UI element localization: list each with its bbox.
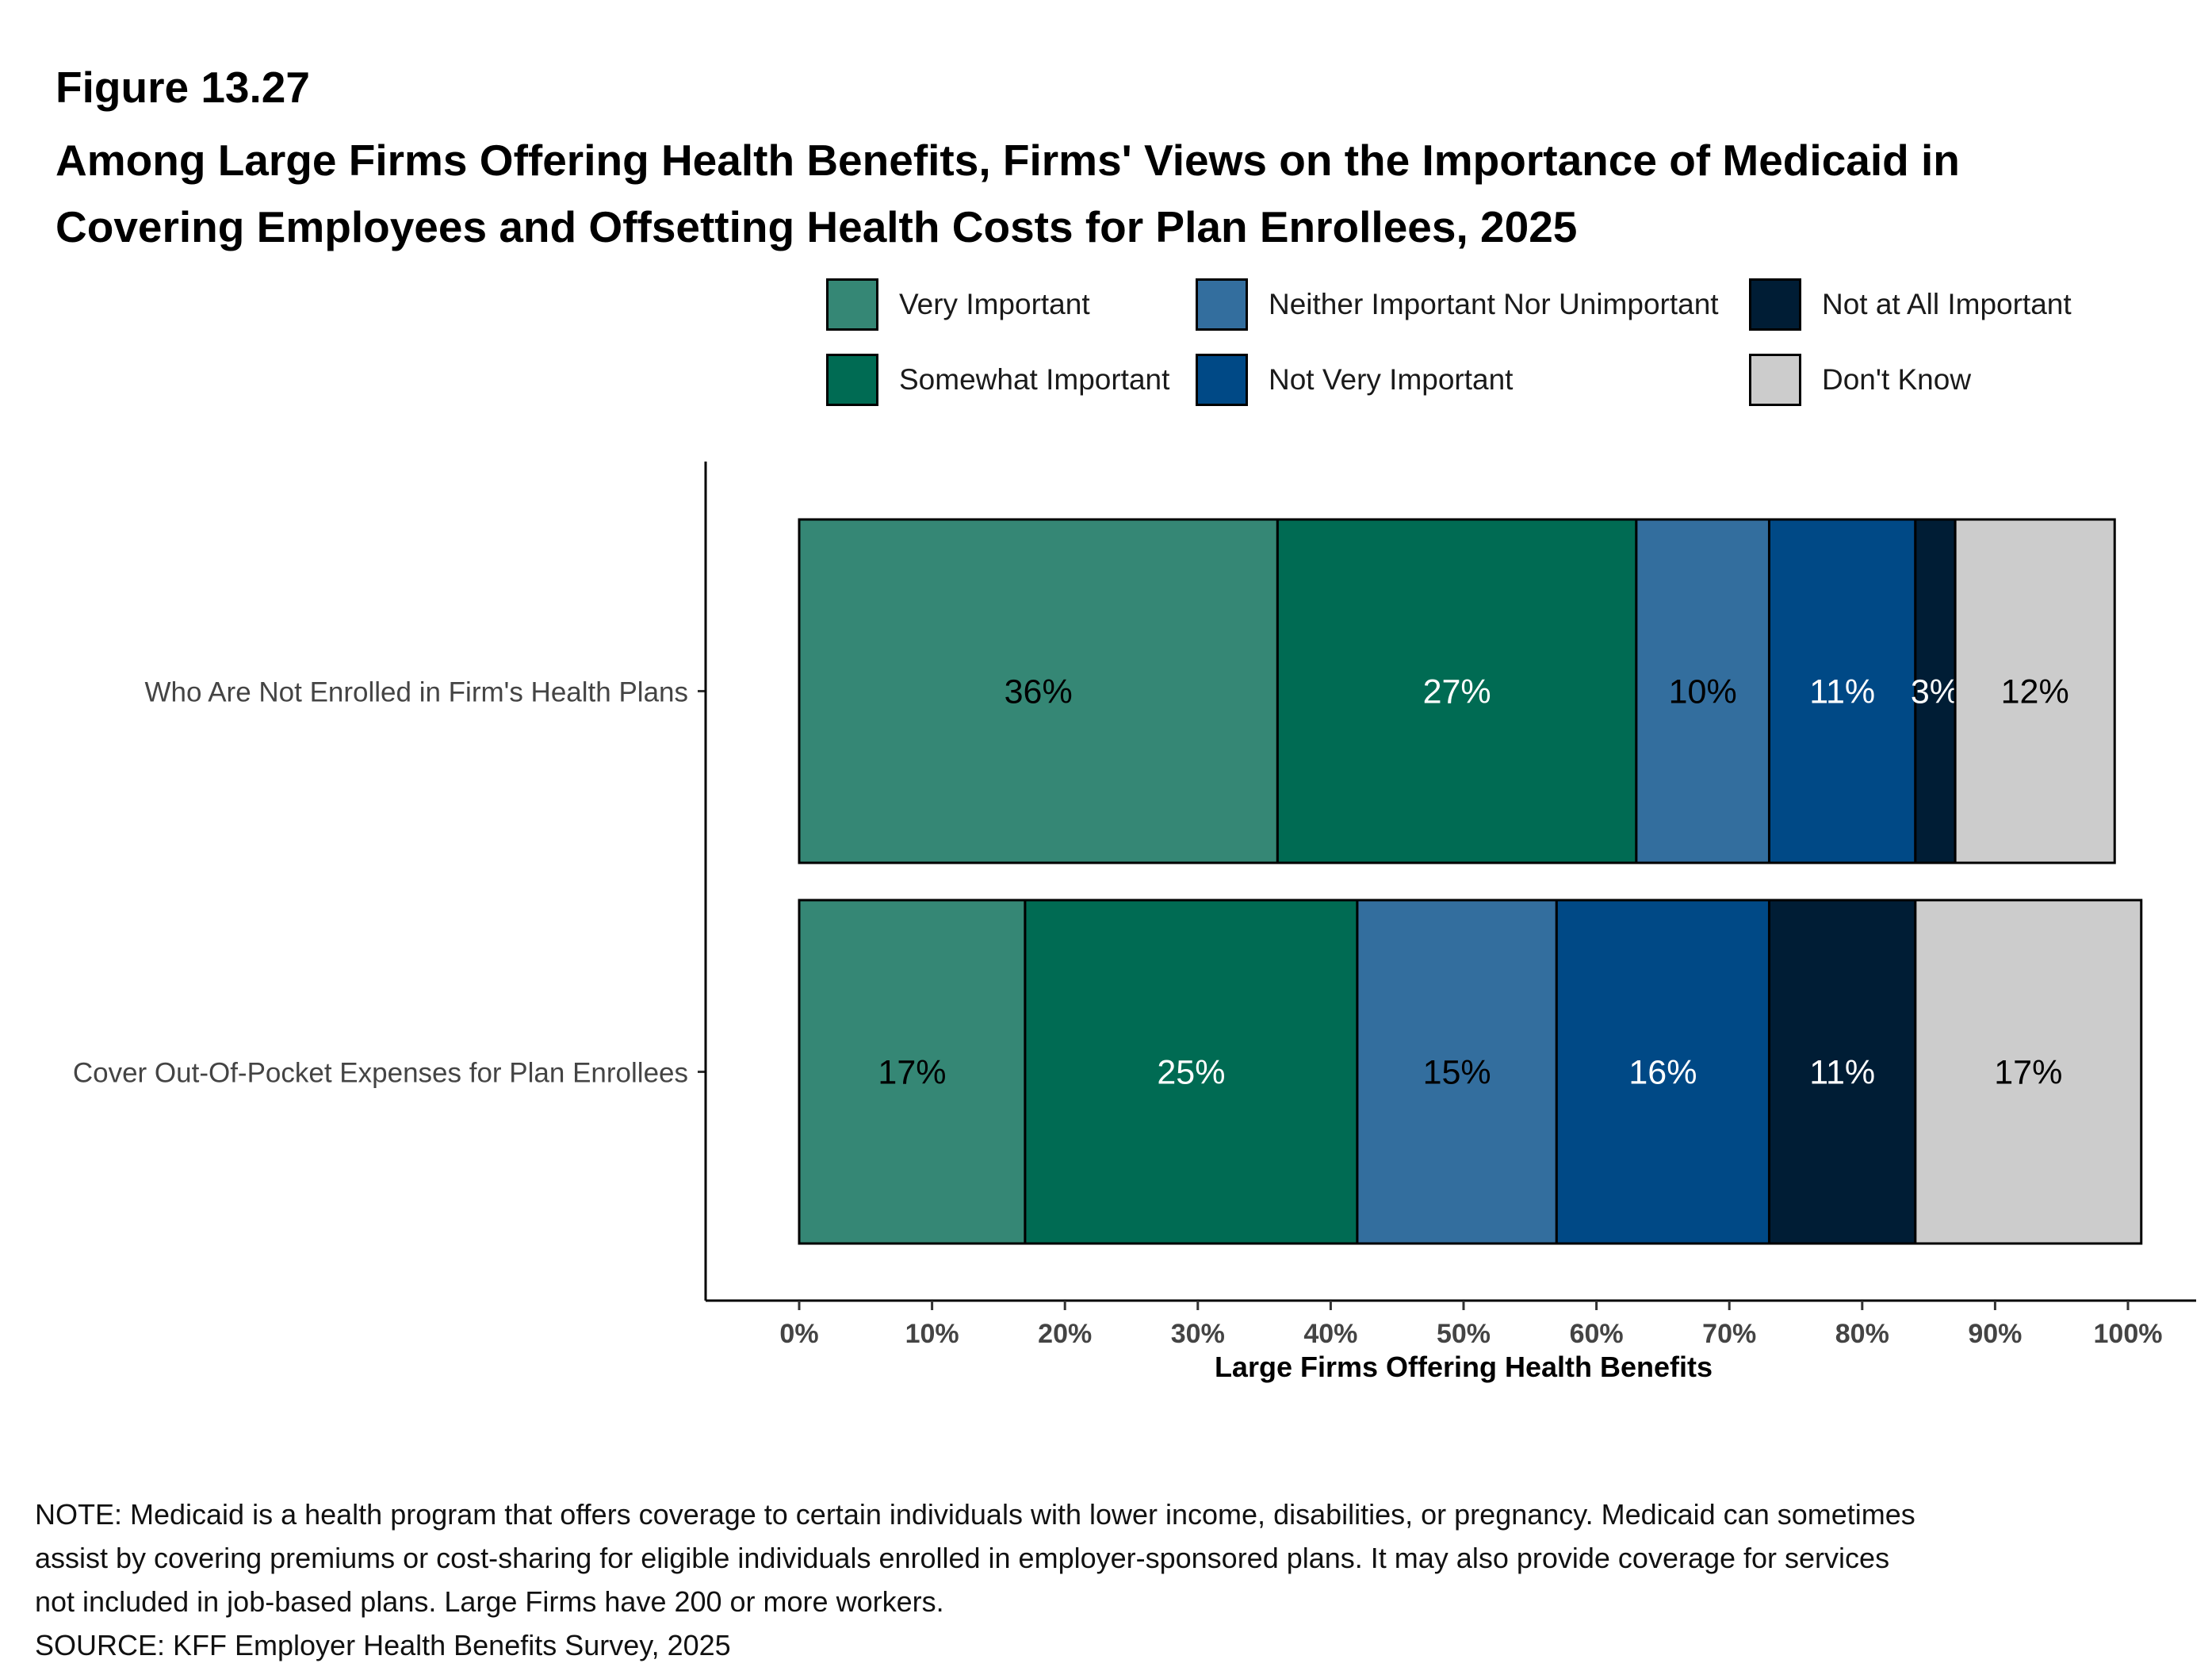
legend-item: Very Important <box>826 278 1090 331</box>
bar-segment <box>1767 899 1917 1245</box>
legend-label: Neither Important Nor Unimportant <box>1269 288 1719 320</box>
stacked-bar-chart: 36% 27% 10% 11% 3% 12% Who Are Not Enrolled in… <box>73 462 2196 1383</box>
x-tick-label: 40% <box>1303 1319 1357 1349</box>
bar-segment <box>1914 899 2143 1245</box>
x-tick-label: 60% <box>1570 1319 1624 1349</box>
note-line: assist by covering premiums or cost-shar… <box>35 1542 1890 1574</box>
legend-item: Somewhat Important <box>826 353 1169 407</box>
legend-swatch <box>1749 278 1801 331</box>
bar-segment <box>1024 899 1359 1245</box>
bar-segment <box>1914 518 1957 864</box>
data-label: 16% <box>1628 1054 1697 1092</box>
bar-segment <box>798 518 1279 864</box>
data-label: 25% <box>1157 1054 1225 1092</box>
source-line: SOURCE: KFF Employer Health Benefits Sur… <box>35 1629 731 1661</box>
legend-label: Not at All Important <box>1822 288 2072 320</box>
data-label: 36% <box>1005 673 1073 711</box>
legend-swatch <box>1196 278 1248 331</box>
bar-segment <box>1555 899 1770 1245</box>
data-label: 11% <box>1809 1054 1875 1092</box>
x-tick-label: 50% <box>1437 1319 1491 1349</box>
x-tick-label: 10% <box>905 1319 959 1349</box>
bar-segment <box>1356 899 1558 1245</box>
data-label: 15% <box>1423 1054 1491 1092</box>
category-label: Cover Out-Of-Pocket Expenses for Plan En… <box>73 1058 688 1089</box>
bar-segment <box>1767 518 1917 864</box>
x-tick-label: 20% <box>1038 1319 1092 1349</box>
bar-segment <box>1635 518 1770 864</box>
note-line: NOTE: Medicaid is a health program that … <box>35 1498 1915 1531</box>
data-label: 3% <box>1911 673 1960 711</box>
bar-segment <box>1954 518 2116 864</box>
legend: Very Important Neither Important Nor Uni… <box>0 0 2212 444</box>
data-label: 17% <box>878 1054 946 1092</box>
legend-item: Neither Important Nor Unimportant <box>1196 278 1719 331</box>
data-label: 27% <box>1423 673 1491 711</box>
data-label: 10% <box>1669 673 1737 711</box>
x-axis-title: Large Firms Offering Health Benefits <box>1215 1351 1713 1383</box>
chart-title: Among Large Firms Offering Health Benefi… <box>55 136 1960 251</box>
note-line: not included in job-based plans. Large F… <box>35 1585 944 1618</box>
legend-swatch <box>1749 354 1801 406</box>
data-label: 12% <box>2001 673 2069 711</box>
legend-swatch <box>826 354 878 406</box>
data-label: 11% <box>1809 673 1875 711</box>
x-tick-label: 100% <box>2094 1319 2163 1349</box>
legend-item: Not Very Important <box>1196 353 1513 407</box>
legend-label: Somewhat Important <box>899 363 1170 396</box>
data-label: 17% <box>1994 1054 2062 1092</box>
legend-label: Don't Know <box>1822 363 1972 396</box>
legend-swatch <box>826 278 878 331</box>
x-tick-label: 70% <box>1702 1319 1756 1349</box>
bar-segment <box>1276 518 1638 864</box>
legend-item: Not at All Important <box>1749 278 2072 331</box>
x-tick-label: 80% <box>1835 1319 1889 1349</box>
category-label: Who Are Not Enrolled in Firm's Health Pl… <box>144 677 688 708</box>
figure-number: Figure 13.27 <box>55 63 310 112</box>
footnote: NOTE: Medicaid is a health program that … <box>35 1493 2176 1667</box>
legend-label: Not Very Important <box>1269 363 1514 396</box>
legend-label: Very Important <box>899 288 1090 320</box>
legend-item: Don't Know <box>1749 353 1971 407</box>
x-tick-label: 30% <box>1171 1319 1225 1349</box>
legend-swatch <box>1196 354 1248 406</box>
x-tick-label: 90% <box>1968 1319 2022 1349</box>
x-tick-label: 0% <box>779 1319 818 1349</box>
